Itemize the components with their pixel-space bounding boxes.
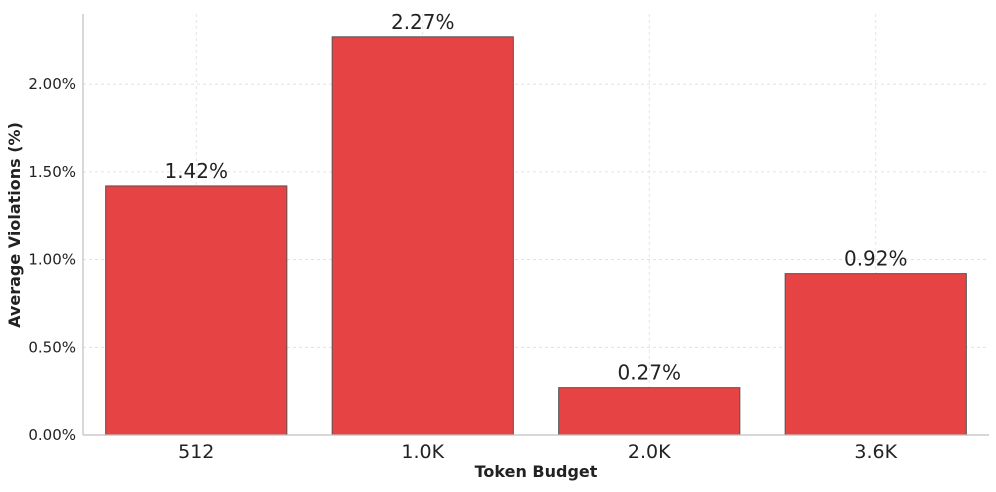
- y-tick-label: 2.00%: [28, 75, 76, 93]
- data-label-1.0K: 2.27%: [391, 10, 455, 34]
- data-label-512: 1.42%: [164, 159, 228, 183]
- y-tick-label: 1.00%: [28, 251, 76, 269]
- data-label-3.6K: 0.92%: [844, 247, 908, 271]
- labels-layer: 1.42% 2.27% 0.27% 0.92%: [164, 10, 907, 385]
- y-tick-label: 1.50%: [28, 163, 76, 181]
- x-tick-label-1.0K: 1.0K: [401, 441, 444, 463]
- bar-2.0K: [558, 387, 741, 436]
- data-label-2.0K: 0.27%: [617, 361, 681, 385]
- x-axis-label: Token Budget: [475, 462, 598, 481]
- x-tick-label-3.6K: 3.6K: [854, 441, 897, 463]
- x-tick-label-2.0K: 2.0K: [628, 441, 671, 463]
- bar-1.0K: [331, 36, 514, 436]
- bar-512: [105, 185, 288, 436]
- y-axis-label: Average Violations (%): [5, 122, 24, 328]
- axes-layer: [82, 14, 989, 436]
- bars-layer: [105, 36, 967, 436]
- ticks-layer: 0.00% 0.50% 1.00% 1.50% 2.00% 512 1.0K 2.0K 3.6K: [28, 75, 897, 463]
- y-tick-label: 0.00%: [28, 426, 76, 444]
- x-tick-label-512: 512: [178, 441, 214, 463]
- y-tick-label: 0.50%: [28, 338, 76, 356]
- bar-3.6K: [784, 273, 967, 436]
